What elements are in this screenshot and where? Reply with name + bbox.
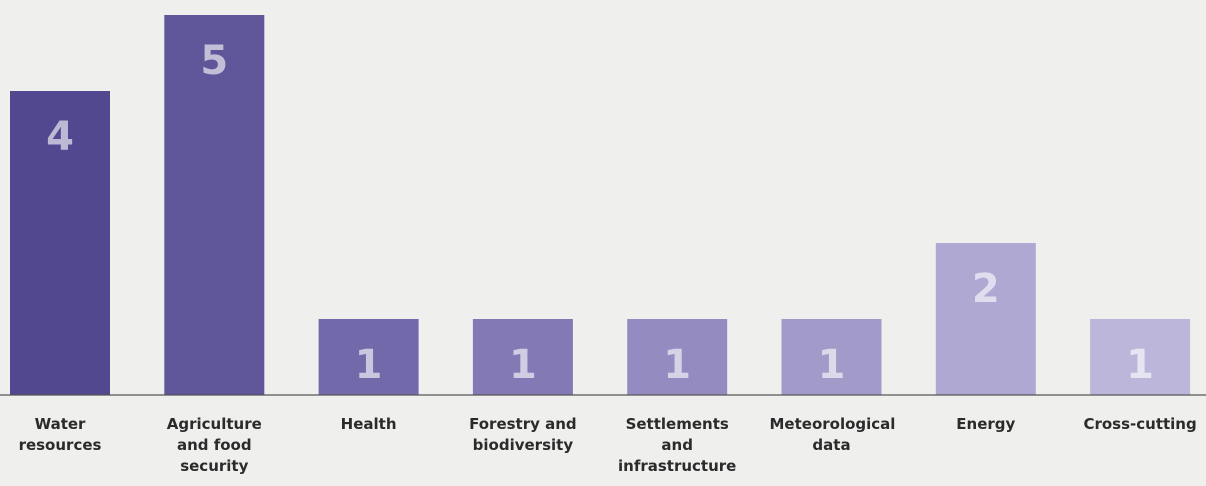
value-label: 5 (200, 38, 228, 84)
value-label: 4 (46, 114, 74, 160)
x-tick-label: Water resources (18, 415, 102, 454)
bar (1090, 319, 1191, 395)
bar (10, 91, 110, 395)
value-label: 2 (972, 266, 1000, 312)
x-tick-label: Cross-cutting (1083, 415, 1197, 433)
x-tick-label: Settlements and infrastructure (618, 415, 737, 475)
value-label: 1 (1126, 342, 1154, 388)
bar (318, 319, 419, 395)
bar (781, 319, 882, 395)
x-tick-label: Agriculture and food security (166, 415, 262, 475)
x-tick-label: Health (340, 415, 397, 433)
x-tick-label: Energy (956, 415, 1016, 433)
value-label: 1 (818, 342, 846, 388)
x-tick-label: Meteorological data (769, 415, 896, 454)
bar (164, 15, 265, 395)
x-tick-label: Forestry and biodiversity (469, 415, 577, 454)
bar (935, 243, 1036, 395)
bar (472, 319, 573, 395)
value-label: 1 (509, 342, 537, 388)
bar (627, 319, 728, 395)
value-label: 1 (355, 342, 383, 388)
value-label: 1 (663, 342, 691, 388)
